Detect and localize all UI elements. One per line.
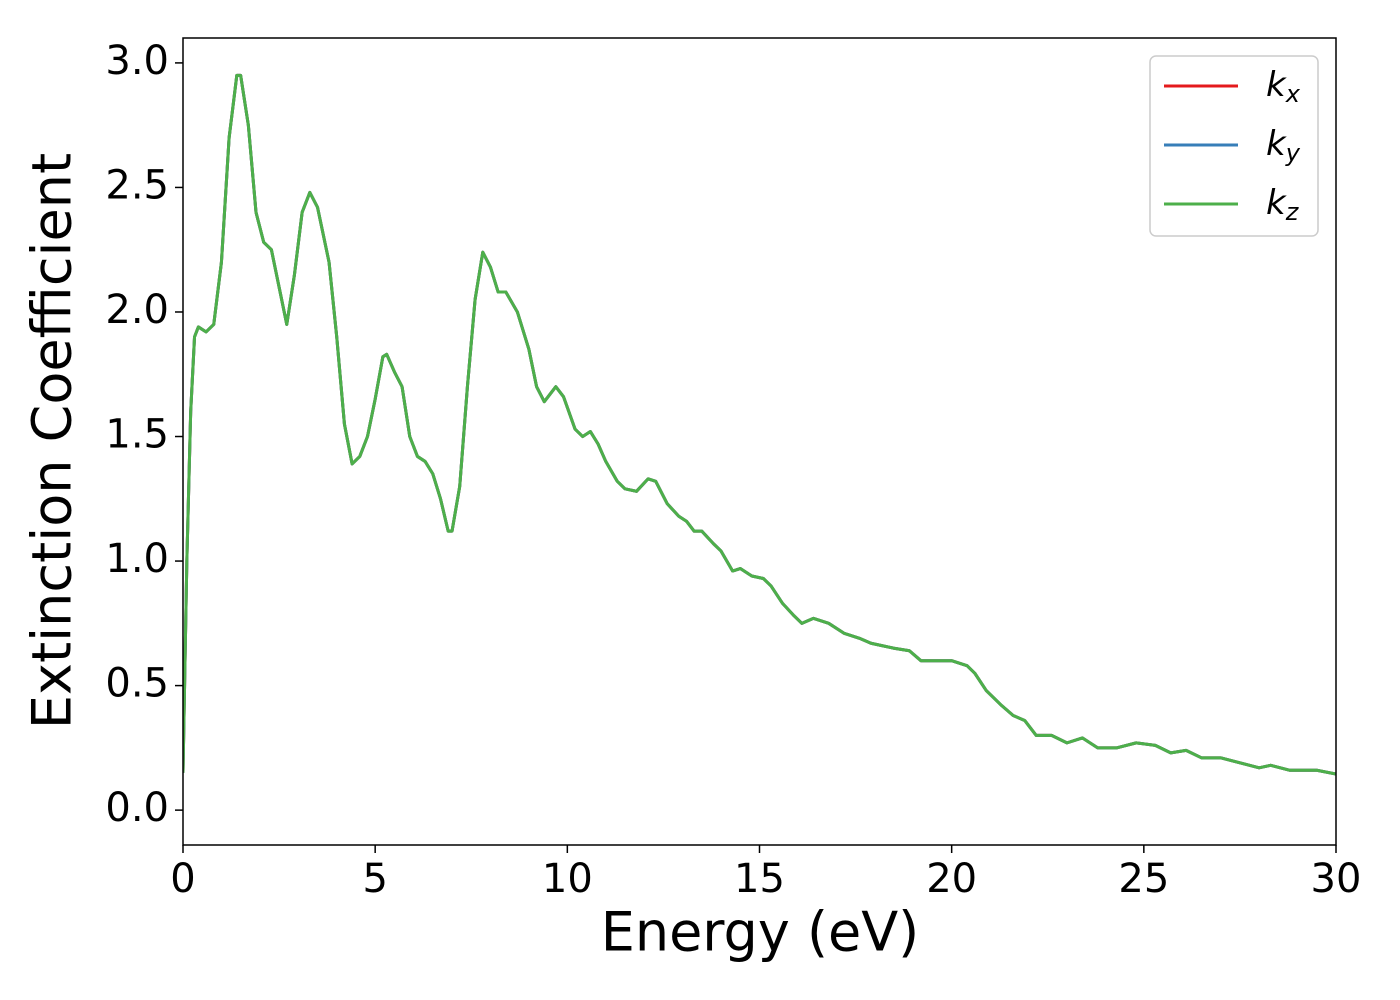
x-tick-label: 10	[542, 856, 593, 902]
x-tick-label: 15	[734, 856, 785, 902]
legend-label: kz	[1266, 183, 1300, 227]
plot-area	[183, 73, 1336, 776]
y-tick-label: 1.5	[105, 412, 169, 458]
y-tick-label: 1.0	[105, 536, 169, 582]
y-tick-label: 0.5	[105, 661, 169, 707]
y-tick-label: 2.5	[105, 162, 169, 208]
axes-frame	[182, 37, 1337, 846]
x-tick-label: 20	[926, 856, 977, 902]
legend-label: ky	[1266, 124, 1301, 168]
x-tick-label: 5	[362, 856, 387, 902]
y-tick-label: 2.0	[105, 287, 169, 333]
legend-label: kx	[1266, 65, 1301, 109]
x-tick-label: 30	[1311, 856, 1362, 902]
x-axis-label: Energy (eV)	[601, 901, 920, 964]
line-series	[183, 73, 1336, 776]
y-axis-label: Extinction Coefficient	[21, 153, 84, 729]
x-tick-label: 25	[1118, 856, 1169, 902]
y-tick-label: 3.0	[105, 38, 169, 84]
y-tick-label: 0.0	[105, 785, 169, 831]
x-tick-label: 0	[170, 856, 195, 902]
